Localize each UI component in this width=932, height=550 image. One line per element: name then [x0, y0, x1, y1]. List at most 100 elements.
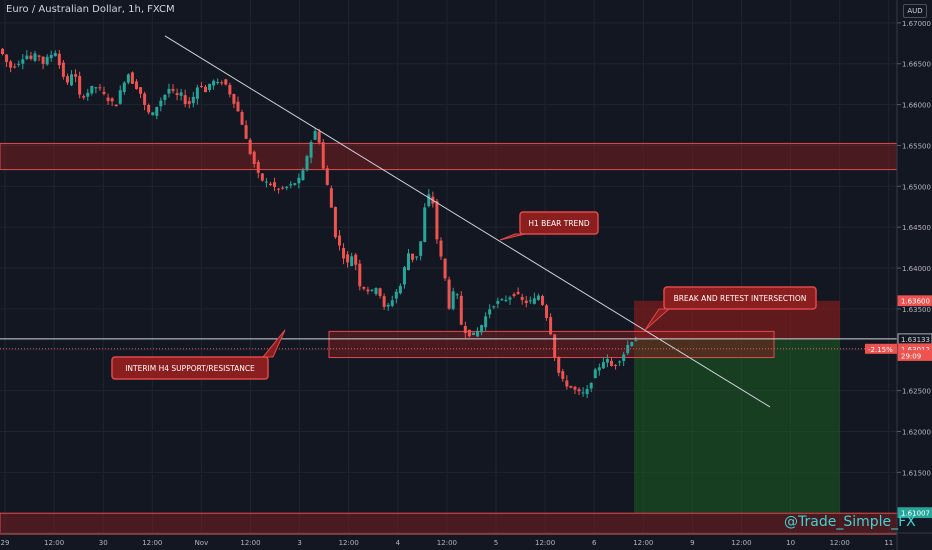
x-tick-label: 10	[786, 539, 795, 547]
callout-pointer	[261, 329, 286, 358]
candle-bear	[41, 56, 45, 64]
candle-bear	[199, 85, 203, 87]
candle-bull	[386, 304, 390, 307]
trend-line	[164, 35, 771, 408]
x-tick-label: 12:00	[339, 539, 359, 547]
candle-bull	[419, 241, 423, 256]
x-tick-label: Nov	[195, 539, 209, 547]
candle-bull	[163, 94, 167, 100]
candle-bear	[329, 188, 333, 208]
y-tick-label: 1.66000	[902, 102, 931, 110]
candle-bear	[98, 87, 102, 89]
candle-bull	[305, 156, 309, 171]
x-tick-label: 30	[99, 539, 108, 547]
candle-bull	[151, 112, 155, 116]
candle-bull	[471, 332, 475, 335]
candle-bear	[130, 72, 134, 84]
candle-bear	[65, 76, 69, 83]
candle-bull	[390, 300, 394, 306]
candle-bull	[179, 92, 183, 96]
candle-bear	[114, 104, 118, 107]
chart-title: Euro / Australian Dollar, 1h, FXCM	[6, 4, 175, 15]
candle-bull	[402, 267, 406, 285]
candle-bull	[504, 300, 508, 302]
x-tick-label: 4	[396, 539, 401, 547]
candle-bear	[171, 89, 175, 91]
x-tick-label: 12:00	[44, 539, 64, 547]
candle-bull	[70, 74, 74, 86]
price-change-bg	[865, 343, 897, 354]
candle-bull	[394, 291, 398, 299]
candle-bear	[520, 296, 524, 300]
candle-bear	[147, 104, 151, 113]
candle-bear	[411, 253, 415, 260]
candle-bull	[492, 306, 496, 308]
candle-bear	[545, 305, 549, 319]
price-label-bg	[897, 295, 932, 307]
callout-0: H1 BEAR TREND	[499, 211, 599, 241]
y-tick-label: 1.62500	[902, 388, 931, 396]
candle-bull	[593, 369, 597, 379]
candle-bear	[382, 296, 386, 307]
candle-bull	[313, 130, 317, 140]
candles	[1, 48, 638, 399]
candle-bull	[601, 362, 605, 369]
x-tick-label: 12:00	[142, 539, 162, 547]
candle-bear	[236, 101, 240, 112]
candle-bull	[476, 330, 480, 337]
candle-bull	[94, 87, 98, 89]
callout-text: BREAK AND RETEST INTERSECTION	[674, 294, 807, 303]
price-label-bg	[897, 507, 932, 519]
candle-bear	[549, 317, 553, 335]
candle-bull	[508, 297, 512, 300]
y-tick-label: 1.65500	[902, 142, 931, 150]
time-axis[interactable]: 29 12:00 30 12:00 Nov 12:00 3 12:00 4 12:00 5 12:00…	[0, 532, 932, 547]
candle-bull	[480, 325, 484, 333]
callout-box	[519, 211, 599, 235]
candle-bear	[187, 101, 191, 104]
callout-text: H1 BEAR TREND	[528, 219, 590, 228]
candle-bear	[333, 206, 337, 238]
y-tick-label: 1.63500	[902, 306, 931, 314]
candle-bull	[496, 301, 500, 304]
candle-bear	[467, 329, 471, 337]
candle-bear	[82, 96, 86, 98]
candle-bull	[309, 142, 313, 158]
candle-bull	[484, 316, 488, 328]
candle-bear	[321, 142, 325, 169]
candle-bull	[167, 88, 171, 94]
annotations: H1 BEAR TREND BREAK AND RETEST INTERSECTI…	[111, 211, 817, 380]
candle-bull	[374, 288, 378, 294]
candle-bull	[622, 354, 626, 361]
candle-bear	[447, 279, 451, 309]
y-tick-label: 1.67000	[902, 20, 931, 28]
candle-bear	[9, 61, 13, 68]
x-tick-label: 12:00	[535, 539, 555, 547]
candle-bull	[455, 294, 459, 296]
price-label-text: 1.63012	[901, 346, 930, 354]
candle-bear	[443, 258, 447, 279]
candle-bear	[106, 97, 110, 101]
candle-bear	[204, 86, 207, 93]
x-tick-label: 12:00	[437, 539, 457, 547]
candle-bear	[1, 48, 4, 54]
zones	[0, 142, 898, 535]
candle-bear	[252, 151, 256, 164]
candle-bear	[378, 288, 382, 297]
price-label: 1.61007	[897, 507, 932, 519]
y-tick-label: 1.64500	[902, 224, 931, 232]
currency-badge[interactable]: AUD	[903, 4, 927, 18]
candle-bull	[33, 53, 37, 61]
callout-1: BREAK AND RETEST INTERSECTION	[644, 286, 817, 331]
candle-bear	[183, 95, 187, 105]
candle-bear	[358, 263, 362, 287]
candle-bull	[585, 389, 589, 395]
candle-bear	[569, 386, 573, 388]
candle-bull	[532, 298, 536, 304]
candle-bear	[220, 82, 224, 84]
x-tick-label: 3	[297, 539, 301, 547]
candle-bull	[49, 54, 53, 59]
candle-bull	[630, 342, 634, 347]
candle-bull	[528, 300, 532, 302]
